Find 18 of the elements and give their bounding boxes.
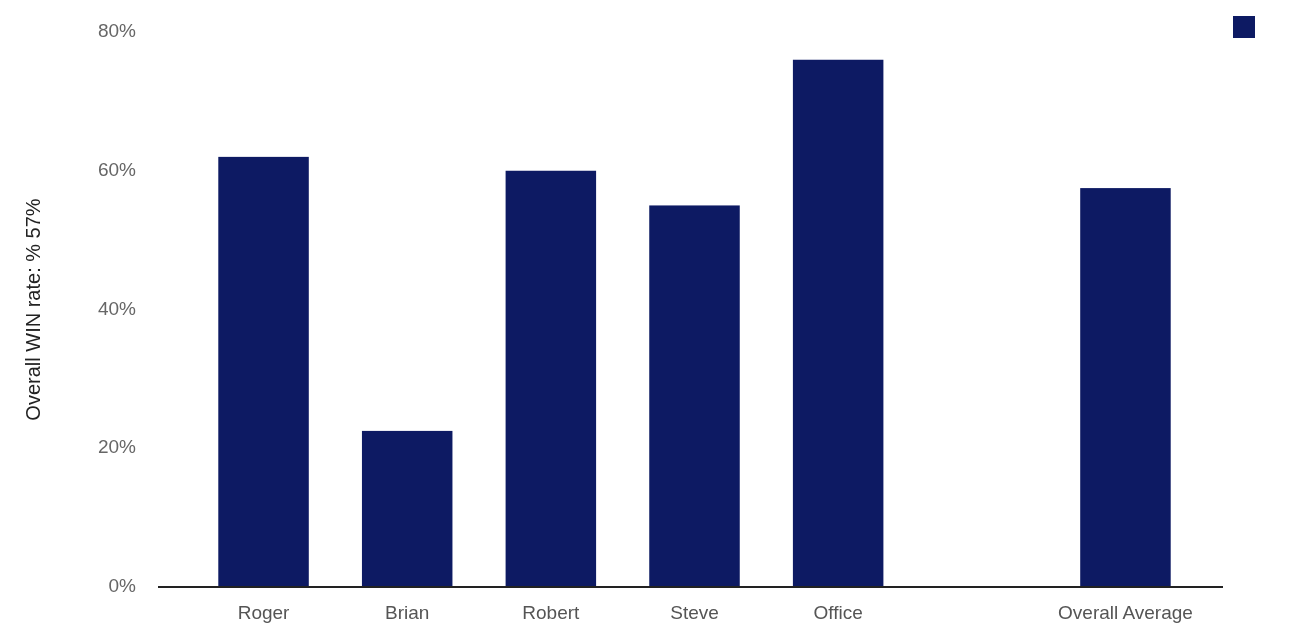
y-tick-label: 0% [108, 575, 137, 597]
x-tick-label: Steve [670, 602, 719, 623]
y-axis-title: Overall WIN rate: % 57% [22, 198, 44, 421]
bar [361, 430, 453, 587]
y-tick-label: 60% [97, 158, 137, 180]
y-tick-label: 20% [97, 436, 137, 458]
x-tick-label: Roger [237, 602, 291, 623]
bar [649, 205, 740, 587]
bar [218, 156, 309, 587]
bar [792, 59, 884, 587]
bar [1080, 188, 1171, 587]
y-tick-label: 80% [97, 20, 137, 42]
x-tick-label: Robert [522, 602, 581, 623]
x-tick-label: Overall Average [1058, 602, 1193, 623]
bar [505, 170, 597, 587]
x-tick-label: Brian [385, 602, 430, 623]
y-tick-label: 40% [97, 297, 137, 319]
x-tick-label: Office [813, 602, 863, 623]
